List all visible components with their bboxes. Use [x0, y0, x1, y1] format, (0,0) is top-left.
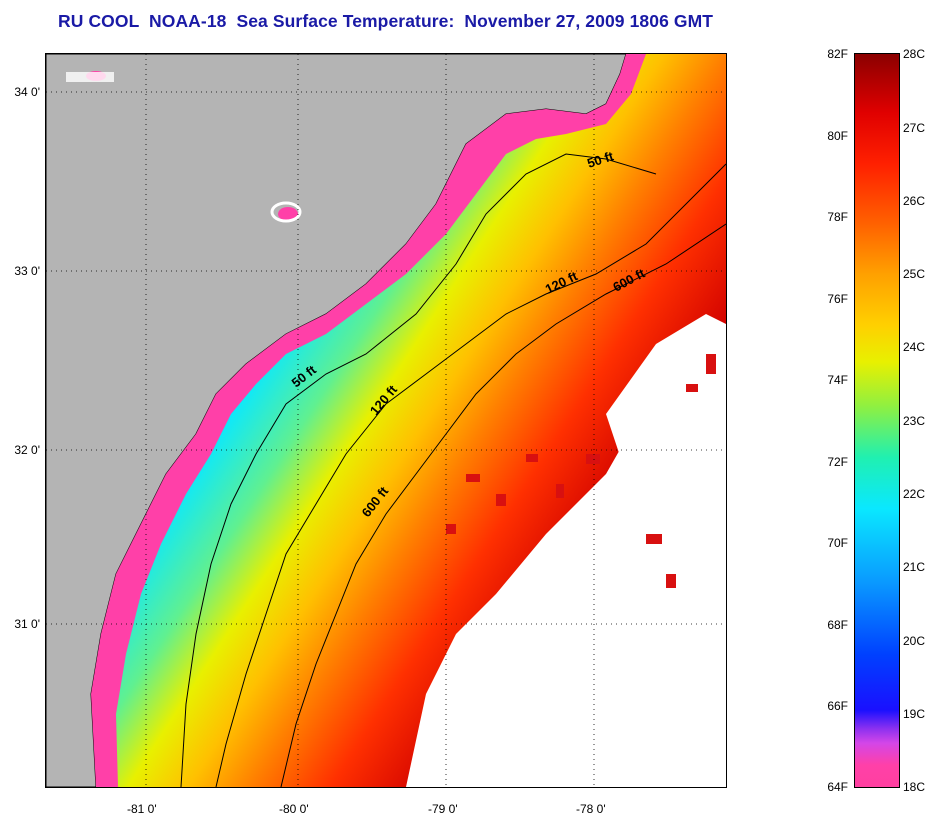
lat-label-31: 31 0'	[14, 617, 40, 631]
colorbar-f-tick: 80F	[827, 129, 848, 143]
sst-map[interactable]: 50 ft 50 ft 120 ft 120 ft 600 ft 600 ft	[45, 53, 727, 788]
lat-label-33: 33 0'	[14, 264, 40, 278]
colorbar-c-tick: 18C	[903, 780, 926, 794]
isobath-120ft	[215, 163, 726, 787]
colorbar-c-tick: 28C	[903, 47, 926, 61]
temperature-colorbar	[854, 53, 900, 788]
sst-map-canvas: 50 ft 50 ft 120 ft 120 ft 600 ft 600 ft	[46, 54, 726, 787]
isobath-50ft	[180, 153, 657, 787]
colorbar-f-tick: 74F	[827, 373, 848, 387]
colorbar-c-tick: 24C	[903, 340, 926, 354]
colorbar-c-tick: 21C	[903, 560, 926, 574]
lat-label-32: 32 0'	[14, 443, 40, 457]
graticule	[46, 54, 726, 787]
colorbar-f-tick: 64F	[827, 780, 848, 794]
isobath-600ft	[280, 223, 726, 787]
colorbar-c-tick: 27C	[903, 121, 926, 135]
lon-label-80: -80 0'	[279, 802, 309, 816]
lon-label-78: -78 0'	[576, 802, 606, 816]
lat-label-34: 34 0'	[14, 85, 40, 99]
colorbar-f-tick: 72F	[827, 455, 848, 469]
colorbar-c-tick: 19C	[903, 707, 926, 721]
inland-patches	[66, 71, 302, 223]
lon-label-79: -79 0'	[428, 802, 458, 816]
colorbar-c-tick: 23C	[903, 414, 926, 428]
colorbar-f-tick: 82F	[827, 47, 848, 61]
colorbar-c-tick: 25C	[903, 267, 926, 281]
colorbar-c-tick: 22C	[903, 487, 926, 501]
coastal-band	[91, 54, 646, 787]
isobaths	[180, 153, 726, 787]
colorbar-f-tick: 76F	[827, 292, 848, 306]
colorbar-f-tick: 66F	[827, 699, 848, 713]
cloud-mask	[406, 314, 726, 787]
colorbar-f-tick: 68F	[827, 618, 848, 632]
colorbar-c-tick: 20C	[903, 634, 926, 648]
map-title: RU COOL NOAA-18 Sea Surface Temperature:…	[58, 11, 714, 31]
cloud-speckle	[446, 354, 716, 588]
colorbar-f-tick: 78F	[827, 210, 848, 224]
colorbar-f-tick: 70F	[827, 536, 848, 550]
colorbar-c-tick: 26C	[903, 194, 926, 208]
lon-label-81: -81 0'	[127, 802, 157, 816]
